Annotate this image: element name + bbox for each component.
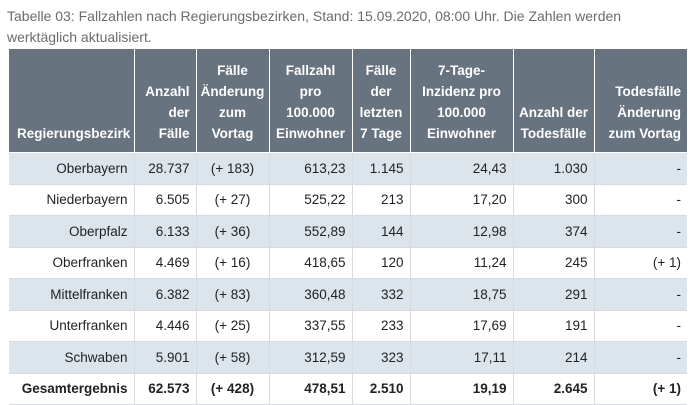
header-faelle-aenderung: Fälle Änderung zum Vortag xyxy=(196,49,270,153)
cell-cases: 6.382 xyxy=(134,278,197,311)
cell-cases-7-days: 144 xyxy=(352,215,411,248)
cell-incidence-7-days: 11,24 xyxy=(410,247,514,279)
cell-region: Oberpfalz xyxy=(9,215,135,248)
case-table: Regierungsbezirk Anzahl der Fälle Fälle … xyxy=(9,49,687,405)
cell-region: Niederbayern xyxy=(9,184,135,216)
table-caption: Tabelle 03: Fallzahlen nach Regierungsbe… xyxy=(7,8,622,45)
header-faelle-letzte-7-tage: Fälle der letzten 7 Tage xyxy=(352,49,411,153)
cell-cases-change: (+ 36) xyxy=(196,215,270,248)
table-row: Oberpfalz 6.133 (+ 36) 552,89 144 12,98 … xyxy=(9,215,687,248)
cell-cases-7-days: 233 xyxy=(352,310,411,342)
cell-cases-7-days: 332 xyxy=(352,278,411,311)
cell-cases: 4.469 xyxy=(134,247,197,279)
cell-cases: 5.901 xyxy=(134,341,197,374)
cell-cases-per-100k: 525,22 xyxy=(269,184,353,216)
cell-region: Schwaben xyxy=(9,341,135,374)
cell-cases-per-100k: 418,65 xyxy=(269,247,353,279)
cell-cases-change: (+ 58) xyxy=(196,341,270,374)
cell-cases: 6.133 xyxy=(134,215,197,248)
cell-deaths-change: - xyxy=(594,215,687,248)
cell-cases-change: (+ 183) xyxy=(196,152,270,185)
cell-cases-change: (+ 16) xyxy=(196,247,270,279)
cell-deaths-change: - xyxy=(594,341,687,374)
table-row: Oberfranken 4.469 (+ 16) 418,65 120 11,2… xyxy=(9,247,687,279)
table-row: Niederbayern 6.505 (+ 27) 525,22 213 17,… xyxy=(9,184,687,216)
cell-deaths: 191 xyxy=(513,310,595,342)
header-todesfaelle-aenderung: Todesfälle Änderung zum Vortag xyxy=(594,49,687,153)
cell-incidence-7-days: 12,98 xyxy=(410,215,514,248)
cell-incidence-7-days: 17,69 xyxy=(410,310,514,342)
cell-deaths: 1.030 xyxy=(513,152,595,185)
cell-region: Oberfranken xyxy=(9,247,135,279)
header-anzahl-todesfaelle: Anzahl der Todesfälle xyxy=(513,49,595,153)
cell-cases-per-100k: 552,89 xyxy=(269,215,353,248)
cell-deaths-change: - xyxy=(594,184,687,216)
cell-cases-7-days: 120 xyxy=(352,247,411,279)
table-row: Oberbayern 28.737 (+ 183) 613,23 1.145 2… xyxy=(9,152,687,185)
header-7-tage-inzidenz: 7-Tage-Inzidenz pro 100.000 Einwohner xyxy=(410,49,514,153)
cell-deaths: 245 xyxy=(513,247,595,279)
total-cases-7-days: 2.510 xyxy=(352,373,411,405)
cell-region: Unterfranken xyxy=(9,310,135,342)
cell-deaths-change: (+ 1) xyxy=(594,247,687,279)
header-fallzahl-pro-100000: Fallzahl pro 100.000 Einwohner xyxy=(269,49,353,153)
cell-cases-7-days: 213 xyxy=(352,184,411,216)
header-regierungsbezirk: Regierungsbezirk xyxy=(9,49,135,153)
table-header-row: Regierungsbezirk Anzahl der Fälle Fälle … xyxy=(9,49,687,153)
cell-cases-change: (+ 27) xyxy=(196,184,270,216)
cell-cases-7-days: 323 xyxy=(352,341,411,374)
cell-cases-change: (+ 83) xyxy=(196,278,270,311)
cell-cases-7-days: 1.145 xyxy=(352,152,411,185)
cell-region: Mittelfranken xyxy=(9,278,135,311)
table-row: Mittelfranken 6.382 (+ 83) 360,48 332 18… xyxy=(9,278,687,311)
cell-incidence-7-days: 24,43 xyxy=(410,152,514,185)
cell-deaths: 300 xyxy=(513,184,595,216)
cell-cases: 28.737 xyxy=(134,152,197,185)
table-row: Unterfranken 4.446 (+ 25) 337,55 233 17,… xyxy=(9,310,687,342)
cell-incidence-7-days: 18,75 xyxy=(410,278,514,311)
table-row: Schwaben 5.901 (+ 58) 312,59 323 17,11 2… xyxy=(9,341,687,374)
total-cases-change: (+ 428) xyxy=(196,373,270,405)
cell-cases-per-100k: 613,23 xyxy=(269,152,353,185)
total-cases: 62.573 xyxy=(134,373,197,405)
cell-deaths-change: - xyxy=(594,152,687,185)
cell-cases-change: (+ 25) xyxy=(196,310,270,342)
cell-cases-per-100k: 337,55 xyxy=(269,310,353,342)
cell-deaths: 291 xyxy=(513,278,595,311)
total-incidence-7-days: 19,19 xyxy=(410,373,514,405)
table-total-row: Gesamtergebnis 62.573 (+ 428) 478,51 2.5… xyxy=(9,373,687,405)
cell-incidence-7-days: 17,20 xyxy=(410,184,514,216)
total-deaths-change: (+ 1) xyxy=(594,373,687,405)
cell-deaths: 214 xyxy=(513,341,595,374)
cell-region: Oberbayern xyxy=(9,152,135,185)
cell-deaths: 374 xyxy=(513,215,595,248)
cell-incidence-7-days: 17,11 xyxy=(410,341,514,374)
total-cases-per-100k: 478,51 xyxy=(269,373,353,405)
cell-cases: 4.446 xyxy=(134,310,197,342)
cell-cases-per-100k: 312,59 xyxy=(269,341,353,374)
header-anzahl-faelle: Anzahl der Fälle xyxy=(134,49,197,153)
cell-cases: 6.505 xyxy=(134,184,197,216)
cell-deaths-change: - xyxy=(594,310,687,342)
total-label: Gesamtergebnis xyxy=(9,373,135,405)
cell-cases-per-100k: 360,48 xyxy=(269,278,353,311)
cell-deaths-change: - xyxy=(594,278,687,311)
total-deaths: 2.645 xyxy=(513,373,595,405)
